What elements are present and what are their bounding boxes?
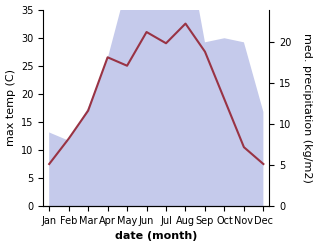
Y-axis label: max temp (C): max temp (C) <box>5 69 16 146</box>
Y-axis label: med. precipitation (kg/m2): med. precipitation (kg/m2) <box>302 33 313 183</box>
X-axis label: date (month): date (month) <box>115 231 197 242</box>
